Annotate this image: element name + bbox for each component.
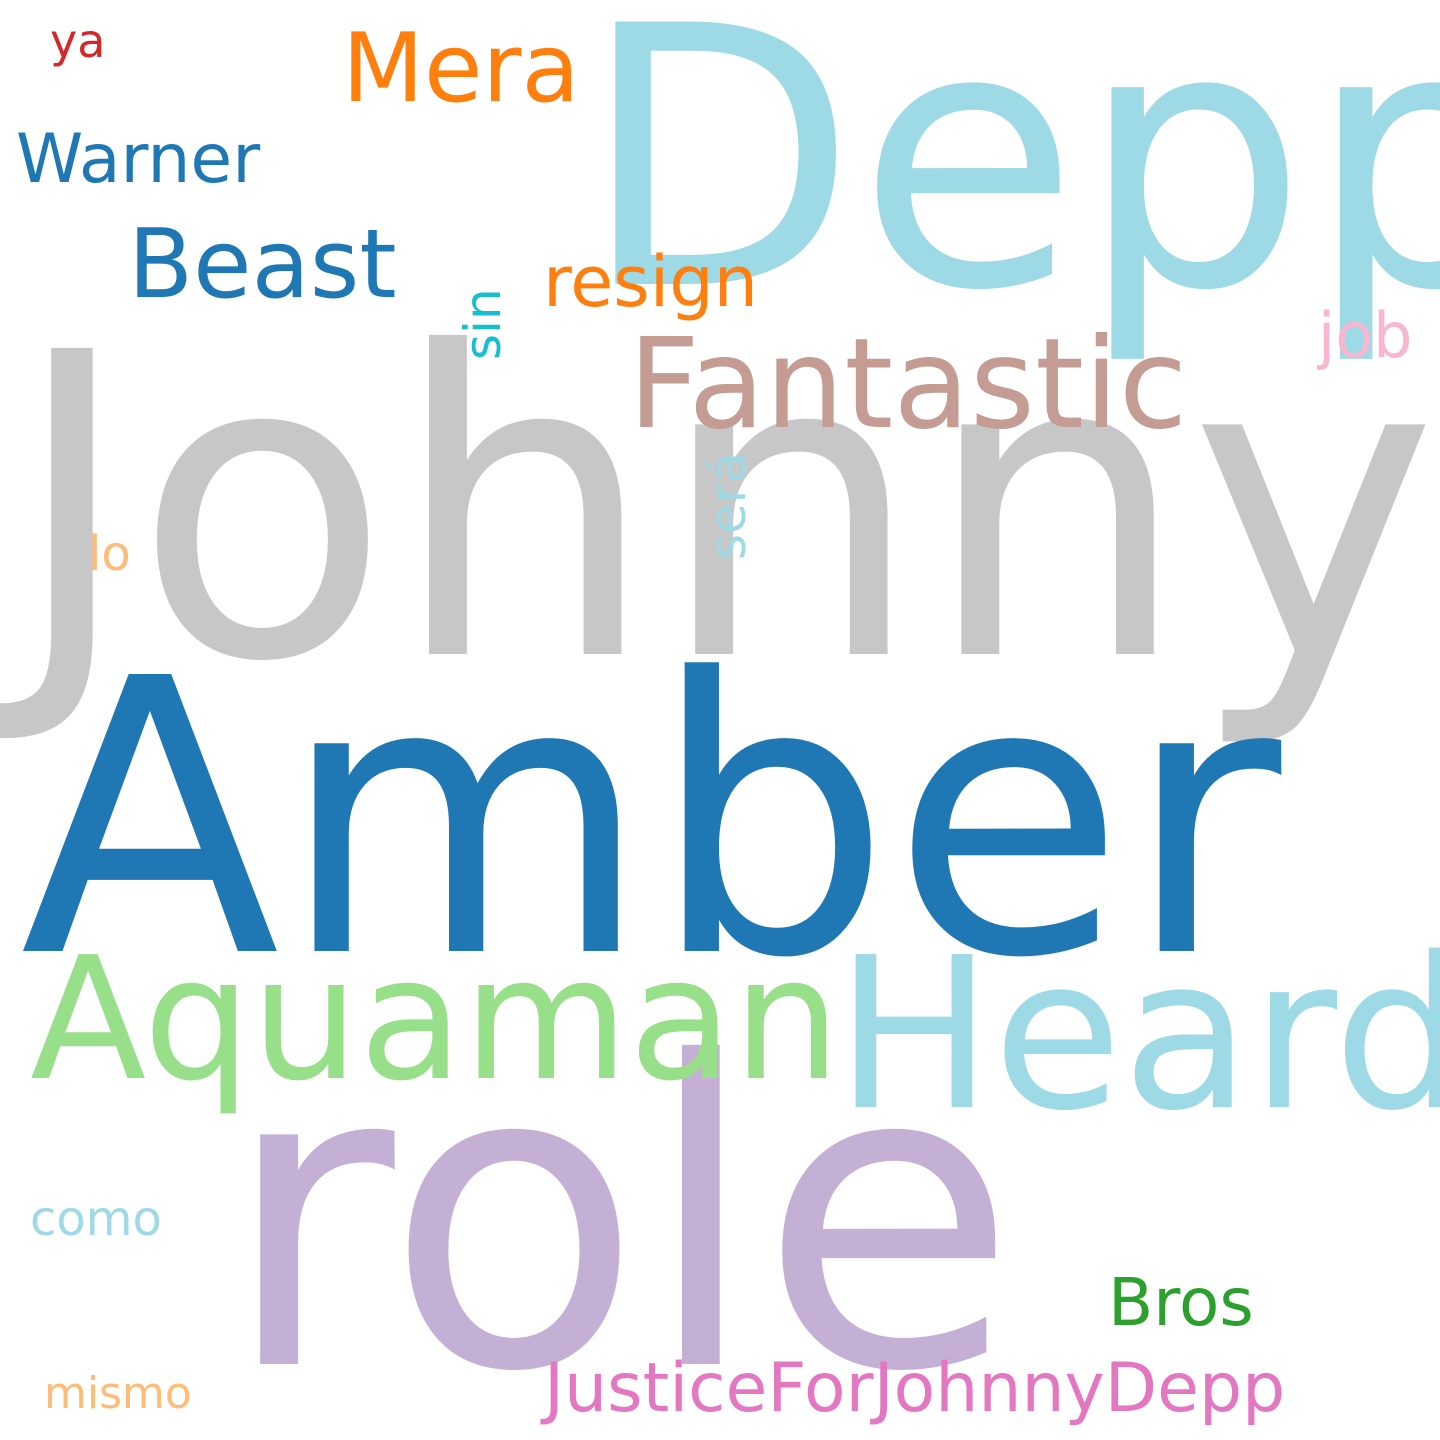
- word-johnny: Johnny: [10, 265, 1438, 754]
- word-como: como: [30, 1191, 162, 1247]
- word-job: job: [1318, 299, 1413, 372]
- word-warner: Warner: [16, 120, 261, 199]
- word-lo: lo: [88, 526, 131, 582]
- word-sera: será: [699, 451, 757, 560]
- word-beast: Beast: [128, 210, 397, 320]
- word-aquaman: Aquaman: [30, 921, 841, 1119]
- word-sin: sin: [454, 288, 512, 360]
- word-fantastic: Fantastic: [628, 312, 1188, 457]
- word-role: role: [222, 975, 1018, 1440]
- word-amber: Amber: [20, 598, 1282, 1041]
- word-bros: Bros: [1108, 1264, 1254, 1341]
- word-ya: ya: [50, 14, 106, 68]
- word-mismo: mismo: [44, 1368, 192, 1419]
- word-justicefor-johnnydepp: JusticeForJohnnyDepp: [544, 1349, 1286, 1428]
- word-resign: resign: [543, 241, 759, 323]
- word-depp: Depp: [580, 0, 1440, 369]
- word-heard: Heard: [835, 912, 1440, 1157]
- word-mera: Mera: [342, 14, 580, 124]
